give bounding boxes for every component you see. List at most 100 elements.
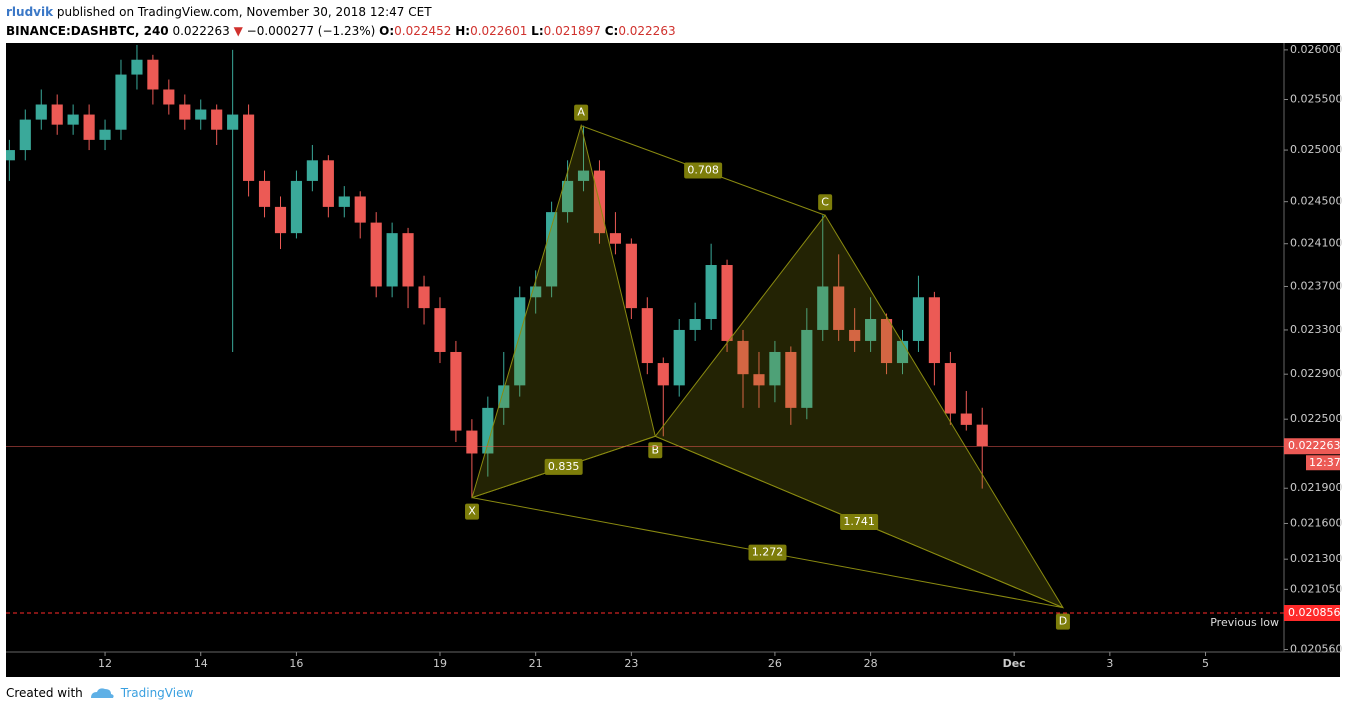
x-tick-label: 21 [529, 657, 543, 670]
x-tick-label: 28 [864, 657, 878, 670]
candle-body [290, 180, 303, 234]
candle-body [944, 363, 956, 414]
arrow: ▼ [233, 24, 243, 38]
candle-body [817, 286, 829, 330]
candle-body [753, 374, 765, 386]
candle-body [562, 180, 574, 213]
point-box [818, 194, 833, 211]
hline-label: Previous low [1210, 616, 1279, 629]
y-tick-label: 0.024100 [1290, 237, 1343, 250]
candle-body [960, 413, 972, 425]
logo [90, 688, 114, 698]
y-tick-label: 0.026000 [1290, 43, 1343, 56]
ratio-box [544, 458, 583, 475]
candle-body [434, 308, 446, 352]
y-tick-label: 0.020560 [1290, 643, 1343, 656]
candle-body [6, 150, 15, 161]
candle-body [498, 385, 510, 408]
y-tick-label: 0.021050 [1290, 582, 1343, 595]
ratio-box [840, 513, 879, 530]
candle-body [625, 243, 637, 309]
y-tick-label: 0.024500 [1290, 195, 1343, 208]
candle-body [19, 119, 31, 151]
candle-body [801, 329, 813, 408]
y-tick-label: 0.022900 [1290, 367, 1343, 380]
candle-body [896, 340, 909, 364]
point-label: C [821, 195, 829, 208]
candle-body [83, 114, 95, 140]
h-value: 0.022601 [470, 24, 528, 38]
candle-body [609, 233, 622, 244]
symbol: BINANCE:DASHBTC, 240 [6, 24, 169, 38]
x-tick-label: 23 [624, 657, 638, 670]
x-tick-label: Dec [1003, 657, 1026, 670]
hline-value: 0.020856 [1288, 606, 1341, 619]
candle-body [258, 180, 271, 207]
x-tick-label: 16 [289, 657, 303, 670]
y-tick-label: 0.025000 [1290, 143, 1343, 156]
candle-body [370, 222, 382, 287]
x-tick-label: 3 [1106, 657, 1113, 670]
countdown-box [1306, 455, 1340, 471]
x-tick-label: 12 [98, 657, 112, 670]
y-tick-label: 0.023300 [1290, 323, 1343, 336]
point-label: X [468, 505, 476, 518]
point-box [574, 104, 589, 121]
candle-body [402, 233, 414, 287]
y-tick-label: 0.021600 [1290, 516, 1343, 529]
candle-body [274, 206, 287, 234]
candle-body [577, 170, 590, 181]
candle-body [163, 89, 175, 105]
hline-box [1284, 605, 1340, 622]
ratio-box [684, 162, 723, 179]
candle-body [514, 297, 526, 386]
candle-body [51, 104, 63, 125]
l-value: 0.021897 [543, 24, 601, 38]
candle-body [243, 114, 255, 181]
ratio-box [748, 544, 787, 561]
h-label: H: [455, 24, 471, 38]
candle-body [131, 59, 143, 75]
candle-body [211, 109, 223, 130]
last-price-box [1284, 438, 1340, 455]
candle-body [466, 430, 478, 454]
candle-body [785, 351, 797, 408]
candle-body [306, 160, 318, 181]
point-label: B [652, 443, 660, 456]
ratio-label: 0.708 [687, 163, 719, 176]
ratio-label: 0.835 [548, 460, 580, 473]
c-value: 0.022263 [618, 24, 676, 38]
x-tick-label: 5 [1202, 657, 1209, 670]
candle-body [35, 104, 47, 120]
y-tick-label: 0.022500 [1290, 412, 1343, 425]
created-with: Created with [6, 686, 83, 700]
candle-body [546, 212, 558, 287]
y-tick-label: 0.025500 [1290, 92, 1343, 105]
plot [6, 44, 1065, 609]
candle-body [322, 160, 334, 207]
point-box [1055, 613, 1070, 630]
last-price-label: 0.022263 [1288, 439, 1341, 452]
last: 0.022263 [172, 24, 230, 38]
candle-body [912, 297, 925, 341]
chart-background [6, 43, 1340, 677]
point-label: A [577, 106, 585, 119]
candle-body [450, 351, 462, 431]
candle-body [530, 286, 542, 298]
candle-body [418, 286, 430, 309]
candle-body [115, 74, 127, 130]
c-label: C: [604, 24, 619, 38]
header-line: rludvik published on TradingView.com, No… [6, 3, 676, 22]
candle-body [227, 114, 239, 130]
candle-body [673, 329, 685, 386]
published: published on TradingView.com, November 3… [56, 5, 432, 19]
brand: TradingView [120, 686, 194, 700]
candle-body [386, 233, 398, 287]
candle-body [99, 129, 111, 140]
candle-body [833, 286, 845, 330]
ratio-label: 1.741 [843, 515, 875, 528]
candle-body [849, 329, 861, 341]
candle-body [769, 351, 781, 386]
